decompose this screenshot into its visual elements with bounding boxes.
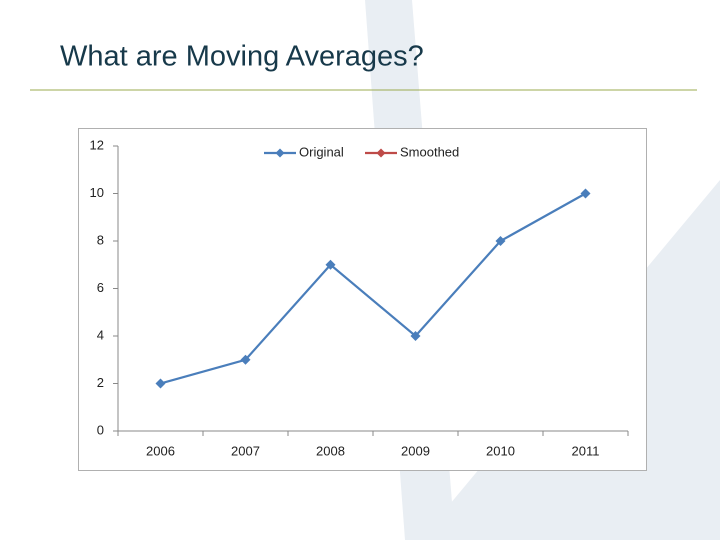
legend-label: Smoothed [400,144,459,159]
chart-frame [78,128,647,471]
y-tick-label: 10 [90,185,104,200]
x-tick-label: 2006 [146,443,175,458]
legend-marker [275,148,285,158]
legend-label: Original [299,144,344,159]
marker [580,188,591,199]
marker [410,331,421,341]
x-tick-label: 2009 [401,443,430,458]
x-tick-label: 2010 [486,443,515,458]
marker [240,354,251,365]
y-tick-label: 8 [97,232,104,247]
marker [325,259,336,270]
slide-title: What are Moving Averages? [60,41,424,73]
y-tick-label: 6 [97,280,104,295]
y-tick-label: 12 [90,137,104,152]
marker [495,236,506,246]
y-tick-label: 4 [97,327,104,342]
x-tick-label: 2008 [316,443,345,458]
y-tick-label: 0 [97,422,104,437]
marker [155,378,166,389]
series-line [160,192,587,385]
legend-marker [376,148,386,158]
x-tick-label: 2011 [572,443,600,458]
chart: 0 2 4 6 8 10 12 2006 2007 2008 2009 2010 2011 Origina… [90,137,629,458]
y-tick-label: 2 [97,375,104,390]
x-tick-label: 2007 [231,443,260,458]
